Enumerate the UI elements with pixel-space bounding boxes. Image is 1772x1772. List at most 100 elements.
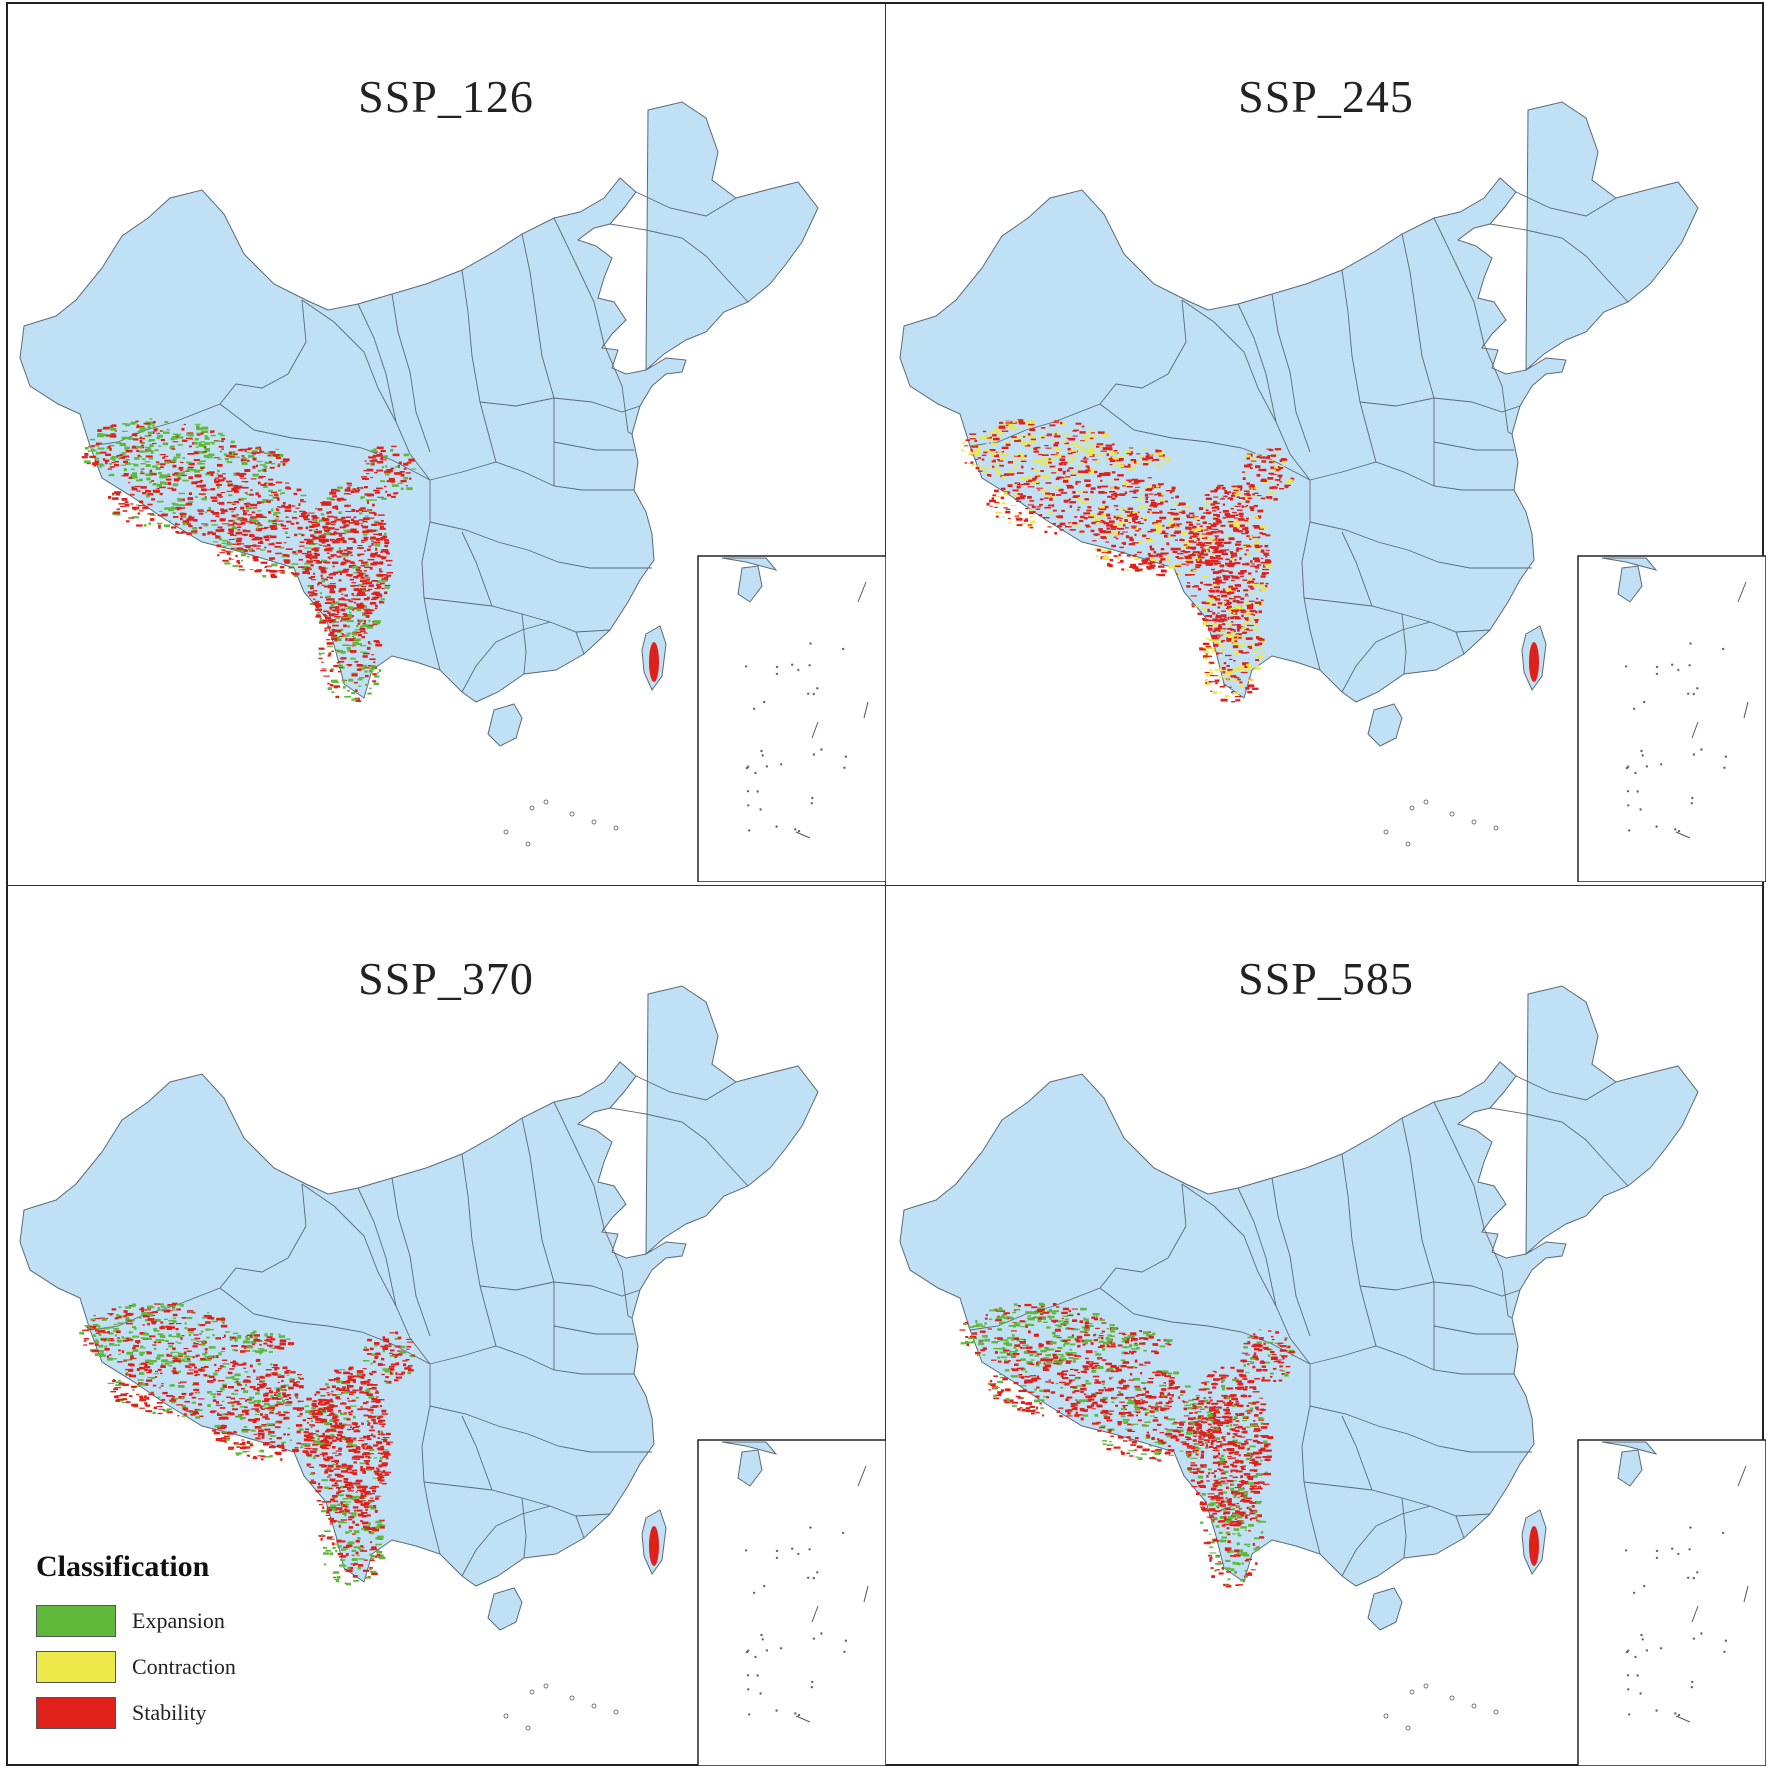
distribution-cell (232, 1432, 238, 1434)
distribution-cell (1048, 504, 1053, 507)
distribution-cell (1270, 466, 1274, 470)
inset-island (1628, 829, 1631, 832)
distribution-cell (346, 616, 353, 618)
distribution-cell (1233, 667, 1241, 671)
distribution-cell (329, 1441, 333, 1445)
distribution-cell (1197, 588, 1202, 591)
distribution-cell (132, 1335, 140, 1338)
distribution-cell (376, 584, 381, 587)
distribution-cell (1201, 548, 1205, 552)
distribution-cell (266, 500, 271, 503)
distribution-cell (228, 557, 232, 560)
distribution-cell (309, 1481, 317, 1484)
distribution-cell (386, 574, 392, 577)
distribution-cell (1243, 506, 1247, 508)
distribution-cell (380, 480, 385, 483)
distribution-cell (245, 506, 253, 510)
distribution-cell (286, 1374, 290, 1376)
distribution-cell (137, 454, 141, 457)
distribution-cell (270, 525, 277, 528)
distribution-cell (1023, 436, 1026, 438)
distribution-cell (196, 1340, 202, 1343)
distribution-cell (1123, 455, 1127, 457)
distribution-cell (242, 549, 248, 552)
distribution-cell (212, 512, 220, 515)
distribution-cell (229, 524, 235, 526)
distribution-cell (993, 467, 999, 470)
distribution-cell (1244, 595, 1249, 597)
distribution-cell (149, 444, 154, 447)
distribution-cell (278, 1413, 286, 1417)
distribution-cell (345, 1406, 351, 1410)
distribution-cell (1222, 574, 1226, 577)
distribution-cell (970, 461, 974, 464)
distribution-cell (1248, 600, 1255, 602)
distribution-cell (109, 1354, 112, 1356)
distribution-cell (374, 675, 380, 678)
distribution-cell (1237, 509, 1243, 511)
distribution-cell (181, 1396, 184, 1400)
distribution-cell (1260, 587, 1267, 591)
distribution-cell (130, 468, 135, 470)
distribution-cell (353, 576, 359, 579)
distribution-cell (1206, 637, 1209, 640)
distribution-cell (1012, 489, 1019, 492)
distribution-cell (1071, 472, 1076, 475)
distribution-cell (1029, 512, 1034, 515)
distribution-cell (1201, 551, 1204, 553)
distribution-cell (311, 579, 317, 581)
distribution-cell (1247, 606, 1253, 610)
distribution-cell (1209, 616, 1212, 618)
distribution-cell (359, 594, 367, 596)
distribution-cell (290, 522, 295, 525)
distribution-cell (1016, 500, 1022, 502)
province-border (1455, 631, 1465, 655)
distribution-cell (1265, 582, 1269, 585)
distribution-cell (1145, 455, 1150, 458)
distribution-cell (321, 577, 324, 580)
distribution-cell (251, 452, 256, 455)
distribution-cell (1232, 485, 1239, 488)
distribution-cell (193, 1388, 200, 1391)
distribution-cell (359, 522, 364, 524)
distribution-cell (370, 555, 376, 558)
distribution-cell (358, 584, 364, 587)
distribution-cell (1213, 516, 1217, 519)
distribution-cell (1208, 638, 1216, 642)
distribution-cell (1150, 503, 1157, 507)
inset-island (1687, 692, 1690, 695)
distribution-cell (284, 561, 290, 564)
distribution-cell (137, 1379, 144, 1381)
distribution-cell (318, 520, 323, 522)
distribution-cell (160, 463, 166, 466)
distribution-cell (232, 1360, 236, 1363)
distribution-cell (176, 1323, 182, 1325)
distribution-cell (1220, 649, 1225, 651)
distribution-cell (367, 641, 371, 644)
distribution-cell (1225, 562, 1232, 566)
distribution-cell (1134, 522, 1138, 524)
distribution-cell (1047, 457, 1050, 461)
distribution-cell (241, 1441, 246, 1445)
distribution-cell (308, 556, 316, 559)
distribution-cell (198, 433, 201, 436)
distribution-cell (292, 572, 300, 576)
distribution-cell (384, 545, 389, 548)
distribution-cell (1102, 557, 1109, 560)
distribution-cell (386, 572, 394, 574)
distribution-cell (1119, 464, 1127, 467)
distribution-cell (227, 481, 230, 483)
distribution-cell (259, 1380, 265, 1383)
distribution-cell (1052, 504, 1055, 507)
distribution-cell (975, 452, 981, 456)
distribution-cell (264, 1398, 270, 1402)
distribution-cell (1192, 535, 1197, 538)
distribution-cell (1220, 614, 1227, 617)
distribution-cell (1269, 473, 1277, 475)
distribution-cell (174, 472, 179, 475)
distribution-cell (360, 625, 364, 628)
distribution-cell (1202, 619, 1209, 622)
distribution-cell (246, 452, 253, 454)
distribution-cell (989, 449, 996, 452)
distribution-cell (1023, 519, 1029, 522)
